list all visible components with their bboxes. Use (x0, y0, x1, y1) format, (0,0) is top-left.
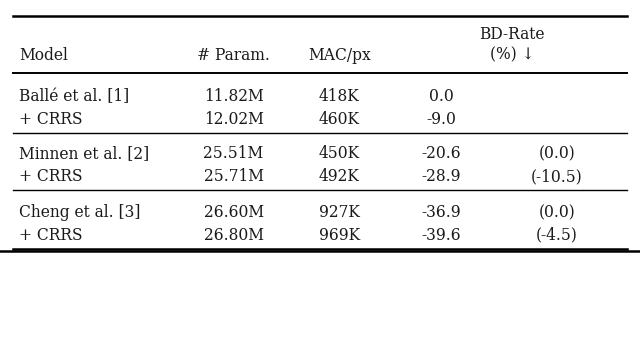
Text: (%) ↓: (%) ↓ (490, 47, 534, 64)
Text: + CRRS: + CRRS (19, 111, 83, 128)
Text: 0.0: 0.0 (429, 88, 454, 106)
Text: BD-Rate: BD-Rate (479, 26, 545, 43)
Text: Cheng et al. [3]: Cheng et al. [3] (19, 204, 141, 221)
Text: 460K: 460K (319, 111, 360, 128)
Text: + CRRS: + CRRS (19, 168, 83, 185)
Text: + CRRS: + CRRS (19, 227, 83, 244)
Text: (-4.5): (-4.5) (536, 227, 578, 244)
Text: 25.71M: 25.71M (204, 168, 264, 185)
Text: Minnen et al. [2]: Minnen et al. [2] (19, 145, 150, 163)
Text: -36.9: -36.9 (422, 204, 461, 221)
Text: 450K: 450K (319, 145, 360, 163)
Text: -9.0: -9.0 (427, 111, 456, 128)
Text: 927K: 927K (319, 204, 360, 221)
Text: 26.80M: 26.80M (204, 227, 264, 244)
Text: 12.02M: 12.02M (204, 111, 264, 128)
Text: -28.9: -28.9 (422, 168, 461, 185)
Text: -20.6: -20.6 (422, 145, 461, 163)
Text: 418K: 418K (319, 88, 360, 106)
Text: 11.82M: 11.82M (204, 88, 264, 106)
Text: (0.0): (0.0) (538, 204, 575, 221)
Text: Ballé et al. [1]: Ballé et al. [1] (19, 88, 129, 106)
Text: # Param.: # Param. (197, 47, 270, 64)
Text: 492K: 492K (319, 168, 360, 185)
Text: 26.60M: 26.60M (204, 204, 264, 221)
Text: MAC/px: MAC/px (308, 47, 371, 64)
Text: Model: Model (19, 47, 68, 64)
Text: -39.6: -39.6 (422, 227, 461, 244)
Text: 969K: 969K (319, 227, 360, 244)
Text: (0.0): (0.0) (538, 145, 575, 163)
Text: 25.51M: 25.51M (204, 145, 264, 163)
Text: (-10.5): (-10.5) (531, 168, 582, 185)
